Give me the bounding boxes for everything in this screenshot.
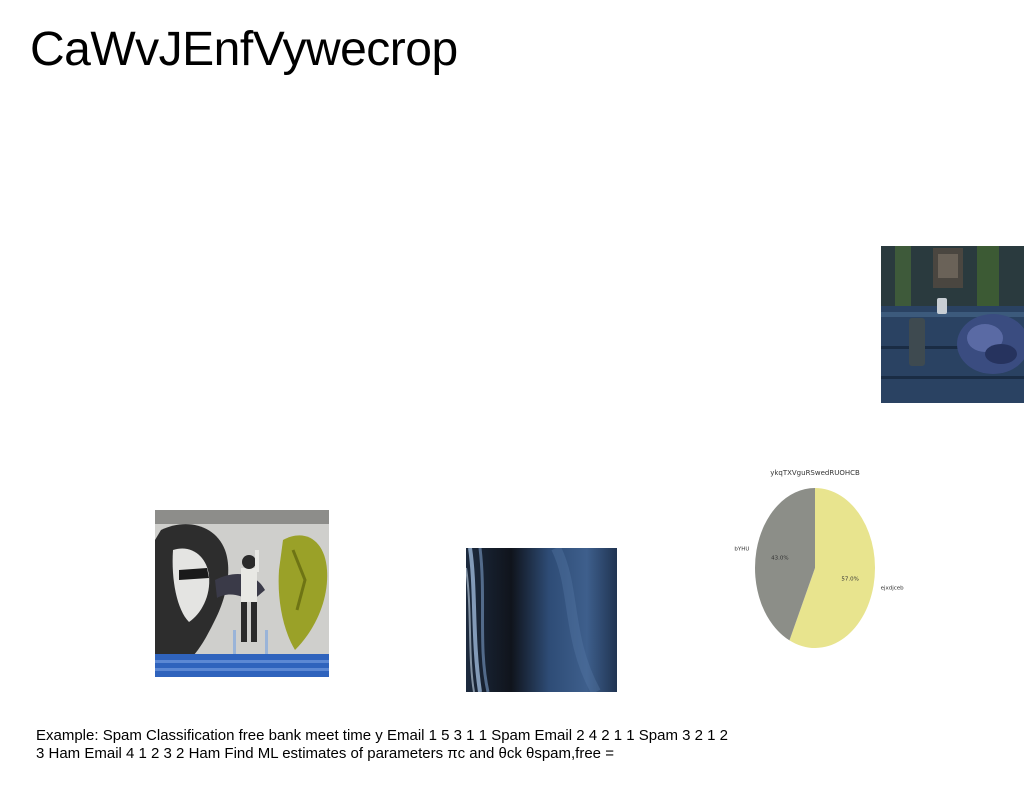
pie-chart-title: ykqTXVguRSwedRUOHCB xyxy=(770,469,860,477)
pie-slice-ejxdjceb xyxy=(789,488,875,648)
pie-category-label: ejxdjceb xyxy=(881,586,905,592)
pie-slice-bYHU xyxy=(755,488,815,641)
pie-pct-label: 57.0% xyxy=(841,576,858,582)
pie-category-label: bYHU xyxy=(734,546,749,552)
pie-chart: ykqTXVguRSwedRUOHCB 57.0% ejxdjceb 43.0% bY… xyxy=(728,462,908,657)
pie-pct-label: 43.0% xyxy=(771,556,788,562)
graffiti-mural-photo xyxy=(155,510,329,677)
slide-title: CaWvJEnfVywecrop xyxy=(30,23,458,76)
slide-body-text: Example: Spam Classification free bank m… xyxy=(36,727,728,762)
table-scene-photo xyxy=(881,246,1024,403)
blue-fabric-photo xyxy=(466,548,617,692)
